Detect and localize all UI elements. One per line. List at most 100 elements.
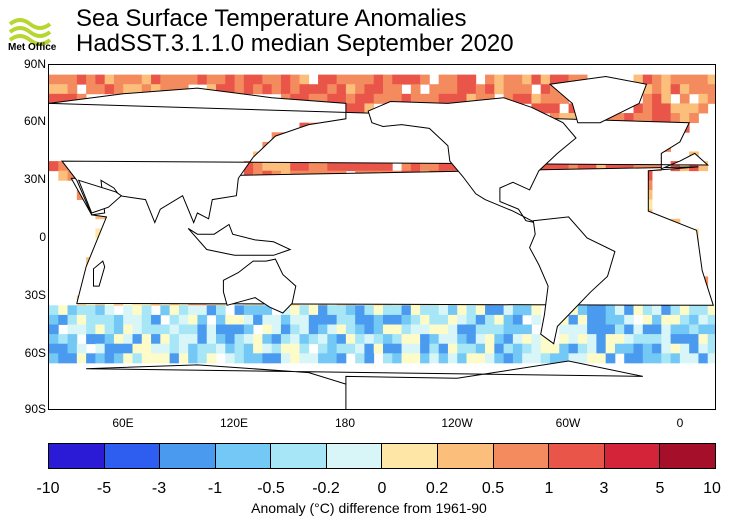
anomaly-cell (280, 74, 291, 85)
anomaly-cell (503, 74, 514, 85)
anomaly-cell (132, 353, 143, 364)
anomaly-cell (596, 161, 607, 172)
anomaly-cell (271, 334, 282, 345)
anomaly-cell (512, 343, 523, 354)
anomaly-cell (141, 74, 152, 85)
anomaly-cell (373, 314, 384, 325)
anomaly-cell (707, 324, 715, 335)
anomaly-cell (123, 334, 133, 345)
anomaly-cell (420, 161, 430, 172)
anomaly-cell (679, 84, 690, 95)
anomaly-cell (336, 324, 347, 335)
anomaly-cell (327, 305, 338, 316)
anomaly-cell (698, 343, 709, 354)
anomaly-cell (466, 305, 477, 316)
sst-anomaly-map (48, 64, 716, 410)
anomaly-cell (410, 161, 421, 172)
anomaly-cell (132, 324, 143, 335)
anomaly-cell (308, 93, 319, 104)
anomaly-cell (197, 305, 208, 316)
anomaly-cell (243, 84, 254, 95)
anomaly-cell (605, 314, 616, 325)
anomaly-cell (429, 161, 440, 172)
anomaly-cell (410, 74, 421, 85)
anomaly-cell (661, 353, 672, 364)
anomaly-cell (503, 343, 514, 354)
anomaly-cell (234, 84, 245, 95)
anomaly-cell (707, 353, 715, 364)
anomaly-cell (577, 353, 588, 364)
anomaly-cell (206, 334, 217, 345)
anomaly-cell (95, 353, 106, 364)
anomaly-cell (689, 343, 699, 354)
anomaly-cell (494, 74, 505, 85)
anomaly-cell (596, 314, 607, 325)
anomaly-cell (188, 74, 198, 85)
anomaly-cell (225, 343, 235, 354)
map-canvas (49, 74, 715, 409)
anomaly-cell (670, 113, 681, 124)
anomaly-cell (559, 93, 569, 104)
anomaly-cell (633, 324, 644, 335)
anomaly-cell (49, 353, 59, 364)
anomaly-cell (512, 324, 523, 335)
anomaly-cell (299, 93, 310, 104)
anomaly-cell (614, 334, 625, 345)
anomaly-cell (447, 93, 458, 104)
anomaly-cell (540, 84, 551, 95)
anomaly-cell (689, 334, 699, 345)
anomaly-cell (522, 93, 532, 104)
anomaly-cell (540, 353, 551, 364)
anomaly-cell (345, 324, 356, 335)
anomaly-cell (113, 324, 124, 335)
chart-subtitle: HadSST.3.1.1.0 median September 2020 (76, 30, 514, 57)
anomaly-cell (262, 84, 273, 95)
anomaly-cell (457, 334, 467, 345)
anomaly-cell (262, 161, 273, 172)
anomaly-cell (633, 161, 644, 172)
anomaly-cell (698, 103, 709, 114)
anomaly-cell (475, 93, 486, 104)
anomaly-cell (49, 314, 59, 325)
anomaly-cell (160, 305, 171, 316)
lat-label-90n: 90N (23, 57, 46, 71)
anomaly-cell (410, 93, 421, 104)
anomaly-cell (364, 353, 375, 364)
anomaly-cell (698, 93, 709, 104)
anomaly-cell (169, 84, 180, 95)
anomaly-cell (206, 324, 217, 335)
anomaly-cell (707, 343, 715, 354)
anomaly-cell (559, 324, 569, 335)
anomaly-cell (58, 353, 68, 364)
anomaly-cell (707, 84, 715, 95)
anomaly-cell (327, 353, 338, 364)
anomaly-cell (290, 161, 300, 172)
anomaly-cell (355, 314, 365, 325)
anomaly-cell (420, 314, 430, 325)
anomaly-cell (568, 324, 579, 335)
anomaly-cell (95, 334, 106, 345)
anomaly-cell (540, 343, 551, 354)
anomaly-cell (522, 343, 532, 354)
anomaly-cell (132, 84, 143, 95)
anomaly-cell (670, 324, 681, 335)
anomaly-cell (531, 74, 542, 85)
anomaly-cell (633, 353, 644, 364)
anomaly-cell (633, 74, 644, 85)
anomaly-cell (559, 343, 569, 354)
anomaly-cell (494, 305, 505, 316)
anomaly-cell (151, 324, 161, 335)
anomaly-cell (624, 305, 634, 316)
anomaly-cell (652, 103, 662, 114)
anomaly-cell (652, 93, 662, 104)
colorbar-tick: -1 (207, 480, 223, 497)
anomaly-cell (95, 343, 106, 354)
anomaly-cell (318, 353, 328, 364)
anomaly-cell (642, 74, 653, 85)
anomaly-cell (327, 343, 338, 354)
anomaly-cell (216, 305, 226, 316)
anomaly-cell (253, 84, 263, 95)
anomaly-cell (383, 93, 393, 104)
anomaly-cell (494, 343, 505, 354)
anomaly-cell (652, 353, 662, 364)
